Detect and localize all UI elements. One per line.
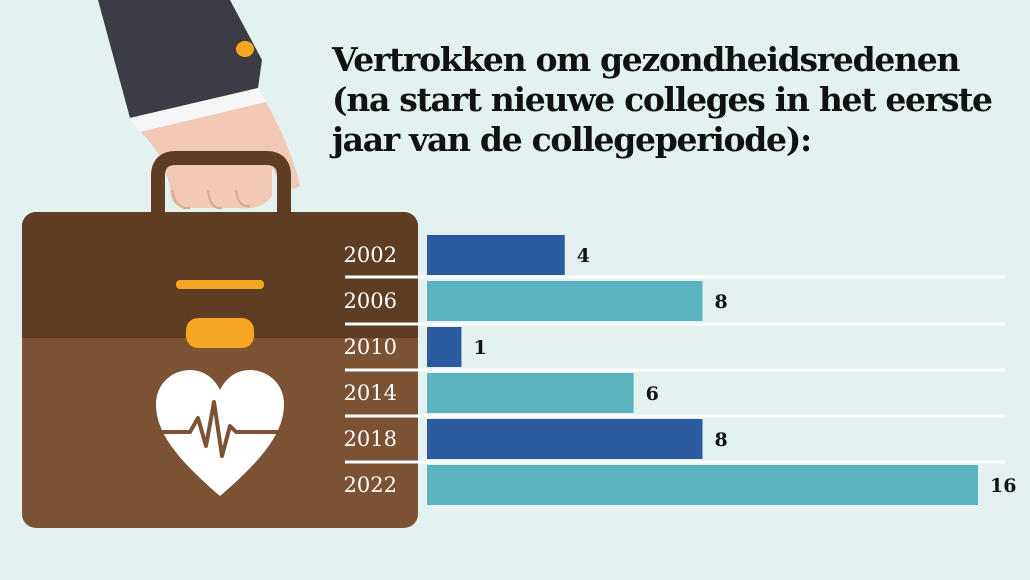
title-line-3: jaar van de collegeperiode):: [332, 120, 812, 159]
value-label-2018: 8: [715, 429, 728, 451]
value-label-2010: 1: [473, 337, 486, 359]
bar-2018: [427, 419, 703, 459]
value-label-2022: 16: [990, 475, 1016, 497]
tick-label-2006: 2006: [344, 289, 397, 313]
tick-label-2014: 2014: [344, 381, 397, 405]
bar-2014: [427, 373, 634, 413]
chart-title: Vertrokken om gezondheidsredenen (na sta…: [332, 40, 1022, 160]
bar-2010: [427, 327, 462, 367]
title-line-2: (na start nieuwe colleges in het eerste: [332, 80, 993, 119]
title-line-1: Vertrokken om gezondheidsredenen: [332, 40, 960, 79]
bar-2006: [427, 281, 703, 321]
tick-label-2002: 2002: [344, 243, 397, 267]
value-label-2006: 8: [715, 291, 728, 313]
row-separators: [345, 275, 1005, 464]
bar-2022: [427, 465, 978, 505]
value-label-2002: 4: [577, 245, 590, 267]
value-label-2014: 6: [646, 383, 659, 405]
heart-pulse-icon: [156, 370, 284, 496]
briefcase-icon: [22, 151, 418, 528]
tick-label-2018: 2018: [344, 427, 397, 451]
bar-2002: [427, 235, 565, 275]
tick-label-2010: 2010: [344, 335, 397, 359]
tick-label-2022: 2022: [344, 473, 397, 497]
